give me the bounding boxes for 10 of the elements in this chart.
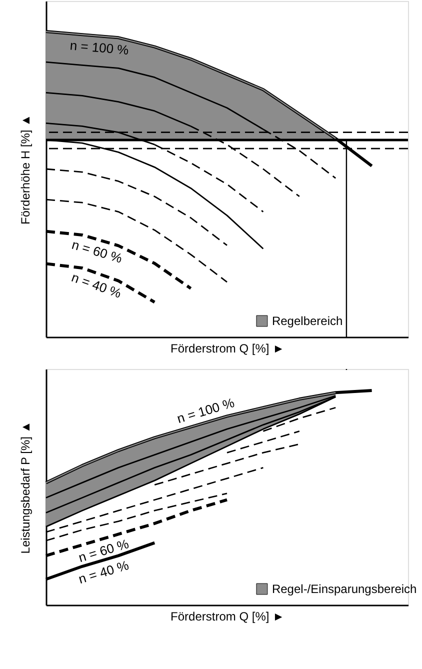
y-axis-title: Förderhöhe H [%] ▲ xyxy=(18,114,32,224)
y-axis-title: Leistungsbedarf P [%] ▲ xyxy=(18,421,32,554)
text: n = 40 % xyxy=(70,270,124,302)
x-axis-title: Förderstrom Q [%] ► xyxy=(170,610,284,624)
series-label: n = 100 % xyxy=(69,38,130,58)
text: n = 100 % xyxy=(175,394,236,426)
text: n = 60 % xyxy=(70,236,124,266)
legend-label: Regel-/Einsparungsbereich xyxy=(272,582,417,596)
legend-label: Regelbereich xyxy=(272,314,343,328)
x-axis-title: Förderstrom Q [%] ► xyxy=(170,342,284,356)
